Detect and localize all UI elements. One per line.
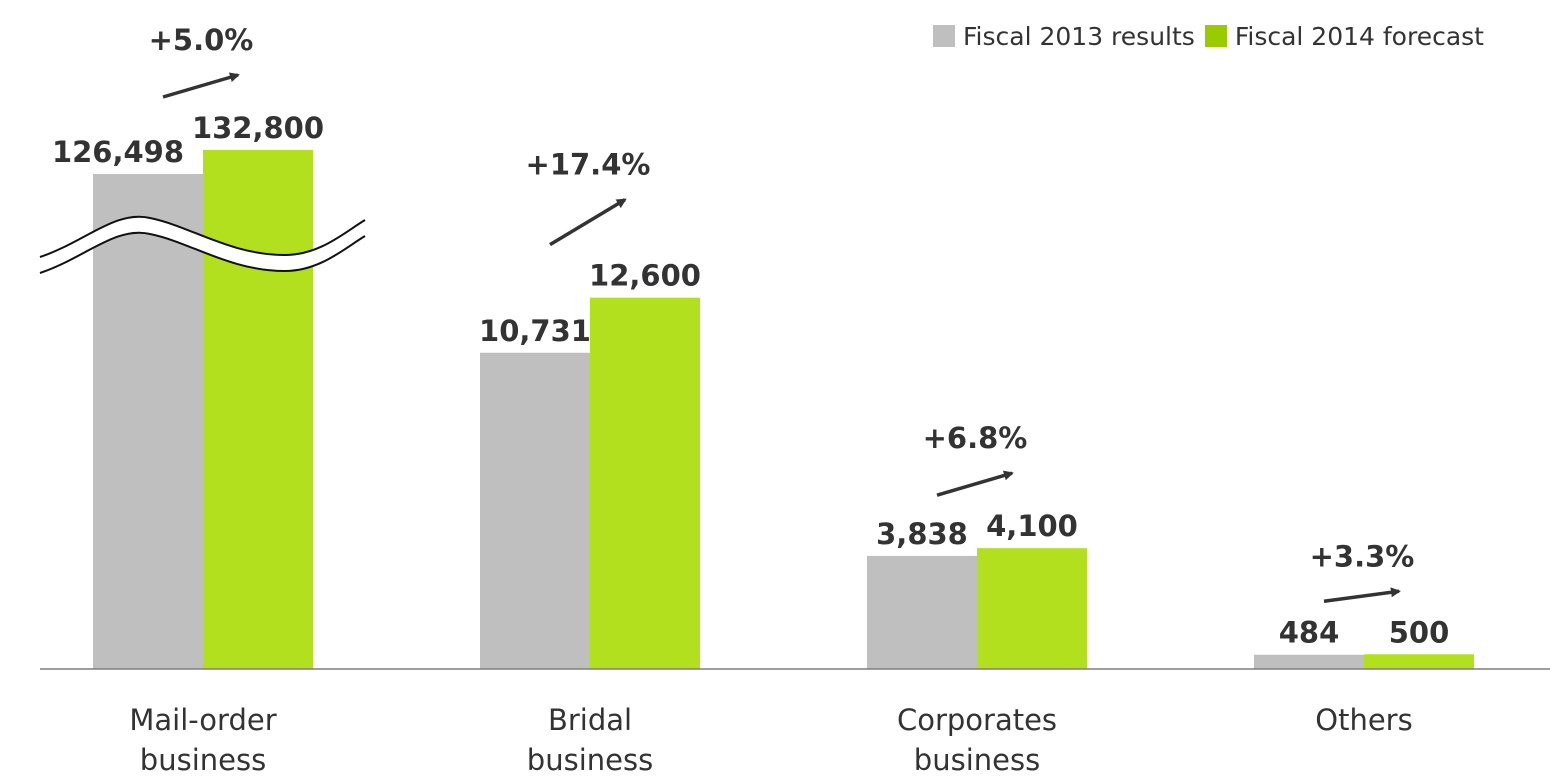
category-label-line: Others bbox=[1315, 703, 1412, 737]
growth-label-others: +3.3% bbox=[1310, 539, 1415, 573]
legend-swatch-2013 bbox=[933, 25, 955, 47]
category-label-line: business bbox=[140, 743, 266, 777]
bar-mail-order-fy2013 bbox=[93, 174, 203, 669]
growth-arrow-others bbox=[1323, 587, 1401, 603]
category-label-mail-order: Mail-order business bbox=[129, 703, 276, 777]
category-label-line: Corporates bbox=[897, 703, 1057, 737]
bar-corporates-fy2013 bbox=[867, 555, 977, 669]
growth-arrow-mail-order bbox=[162, 72, 240, 99]
value-label-others-fy2014: 500 bbox=[1389, 615, 1450, 649]
bar-others-fy2014 bbox=[1364, 654, 1474, 669]
growth-label-mail-order: +5.0% bbox=[149, 23, 254, 57]
bar-bridal-fy2014 bbox=[590, 297, 700, 669]
bar-mail-order-fy2014 bbox=[203, 150, 313, 669]
bar-corporates-fy2014 bbox=[977, 548, 1087, 669]
category-label-line: business bbox=[527, 743, 653, 777]
value-label-corporates-fy2013: 3,838 bbox=[876, 517, 968, 551]
legend-label-2013: Fiscal 2013 results bbox=[963, 21, 1195, 51]
value-label-corporates-fy2014: 4,100 bbox=[986, 509, 1078, 543]
bar-bridal-fy2013 bbox=[480, 352, 590, 669]
category-label-others: Others bbox=[1315, 703, 1412, 737]
growth-arrow-bridal bbox=[549, 198, 627, 247]
legend-label-2014: Fiscal 2014 forecast bbox=[1234, 21, 1484, 51]
legend-swatch-2014 bbox=[1204, 25, 1227, 47]
axis-break-line-lower bbox=[39, 231, 366, 274]
bar-others-fy2013 bbox=[1254, 654, 1364, 669]
value-label-mail-order-fy2013: 126,498 bbox=[52, 135, 184, 169]
category-label-bridal: Bridal business bbox=[527, 703, 653, 777]
category-label-corporates: Corporates business bbox=[897, 703, 1057, 777]
category-label-line: Bridal bbox=[548, 703, 632, 737]
category-label-line: Mail-order bbox=[129, 703, 276, 737]
value-label-others-fy2013: 484 bbox=[1279, 616, 1340, 650]
axis-break-gap bbox=[40, 216, 365, 273]
value-label-mail-order-fy2014: 132,800 bbox=[192, 111, 324, 145]
value-label-bridal-fy2014: 12,600 bbox=[589, 259, 701, 293]
growth-arrow-corporates bbox=[936, 470, 1014, 497]
legend: Fiscal 2013 results Fiscal 2014 forecast bbox=[933, 18, 1550, 54]
growth-label-corporates: +6.8% bbox=[923, 421, 1028, 455]
axis-break-line-upper bbox=[39, 215, 366, 258]
category-label-line: business bbox=[914, 743, 1040, 777]
growth-label-bridal: +17.4% bbox=[526, 148, 651, 182]
value-label-bridal-fy2013: 10,731 bbox=[479, 314, 591, 348]
